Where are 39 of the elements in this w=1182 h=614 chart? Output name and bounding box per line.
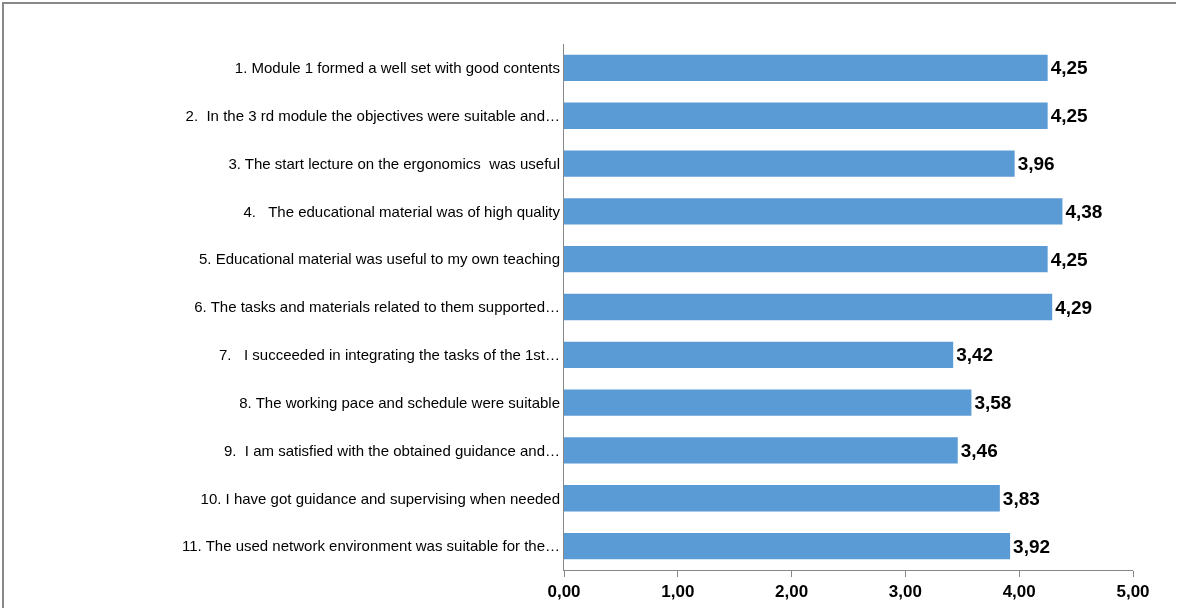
data-label: 4,25 <box>1050 105 1089 127</box>
x-tick-label: 4,00 <box>1002 582 1036 602</box>
bar <box>564 54 1048 82</box>
data-label: 3,83 <box>1002 487 1040 509</box>
data-label: 4,29 <box>1055 296 1093 318</box>
x-tick-label: 2,00 <box>775 582 809 602</box>
y-tick-label: 6. The tasks and materials related to them supported… <box>194 298 560 316</box>
y-tick-label: 4. The educational material was of high quality <box>243 202 561 220</box>
x-tick-label: 3,00 <box>888 582 922 602</box>
data-label: 3,92 <box>1013 535 1051 557</box>
y-tick-label: 2. In the 3 rd module the objectives were suitable and… <box>185 106 560 124</box>
y-tick-label: 7. I succeeded in integrating the tasks of the 1st… <box>218 346 560 364</box>
bar <box>564 198 1063 225</box>
bar <box>564 485 1000 512</box>
data-label: 4,25 <box>1050 57 1089 79</box>
y-tick-label: 10. I have got guidance and supervising when needed <box>200 489 560 507</box>
x-tick-label: 0,00 <box>547 582 581 602</box>
bar <box>564 246 1048 273</box>
bar <box>564 437 958 464</box>
x-tick-label: 1,00 <box>661 582 695 602</box>
bar <box>564 389 972 416</box>
data-label: 3,46 <box>960 439 998 461</box>
data-label: 3,58 <box>974 392 1012 414</box>
y-tick-label: 1. Module 1 formed a well set with good contents <box>234 59 560 77</box>
bar <box>564 150 1015 177</box>
y-tick-label: 3. The start lecture on the ergonomics was useful <box>228 154 560 172</box>
bar <box>564 532 1011 560</box>
bar <box>564 293 1053 321</box>
bar <box>564 341 954 368</box>
data-label: 4,38 <box>1065 200 1103 222</box>
y-tick-label: 8. The working pace and schedule were suitable <box>239 393 560 411</box>
y-tick-label: 5. Educational material was useful to my own teaching <box>198 250 560 268</box>
y-tick-label: 9. I am satisfied with the obtained guidance and… <box>223 441 560 459</box>
data-label: 4,25 <box>1050 248 1089 270</box>
x-tick-label: 5,00 <box>1116 582 1150 602</box>
bar <box>564 102 1048 129</box>
y-tick-label: 11. The used network environment was suitable for the… <box>182 537 560 555</box>
data-label: 3,96 <box>1017 153 1055 175</box>
data-label: 3,42 <box>956 344 994 366</box>
